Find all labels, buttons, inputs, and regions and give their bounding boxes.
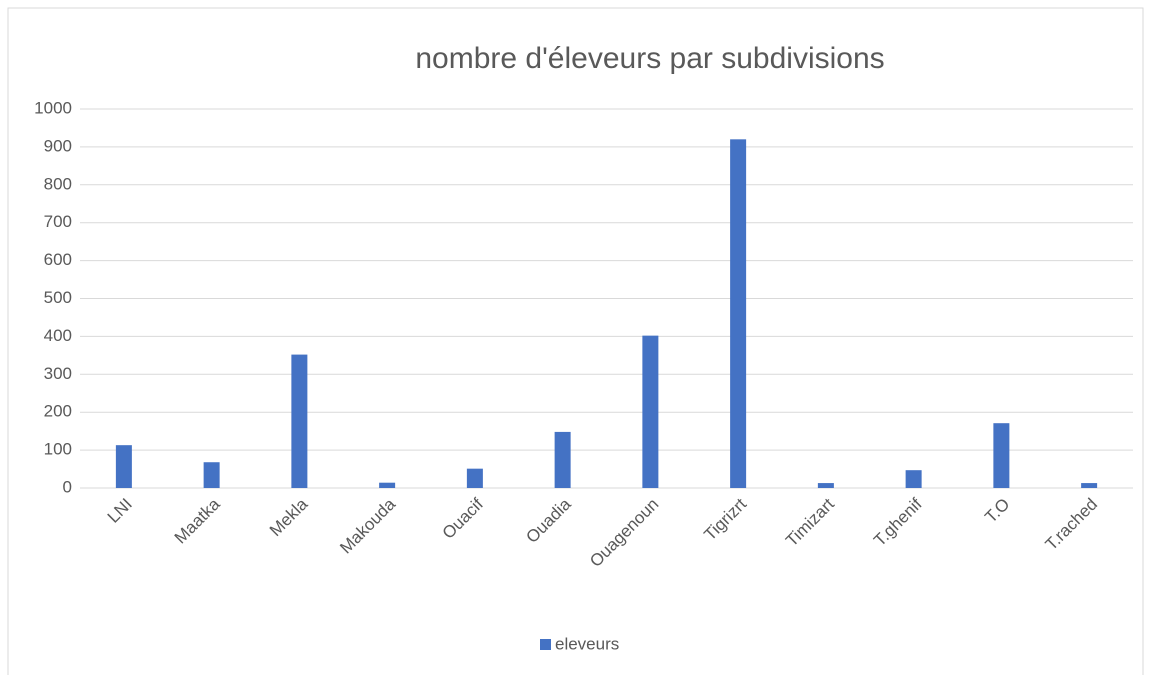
x-tick-label: Makouda (336, 494, 399, 557)
bar (554, 431, 571, 488)
y-tick-label: 600 (44, 250, 72, 269)
y-tick-label: 1000 (34, 98, 72, 117)
y-tick-label: 200 (44, 402, 72, 421)
bar (466, 468, 483, 488)
y-tick-label: 800 (44, 174, 72, 193)
y-tick-label: 400 (44, 326, 72, 345)
bar (203, 462, 220, 488)
x-tick-label: Ouacif (439, 494, 487, 542)
bar (291, 354, 308, 488)
y-tick-label: 0 (63, 477, 72, 496)
x-tick-label: Mekla (266, 494, 312, 540)
legend-label: eleveurs (555, 634, 619, 653)
x-tick-label: Tigrizrt (700, 494, 750, 544)
bar (379, 482, 396, 488)
bar (642, 335, 659, 488)
y-tick-label: 700 (44, 212, 72, 231)
bar (1081, 483, 1098, 488)
y-tick-label: 100 (44, 440, 72, 459)
bar (905, 470, 922, 488)
chart-border (7, 7, 1144, 675)
x-tick-label: Timizart (782, 494, 838, 550)
x-tick-label: T.O (981, 495, 1013, 527)
x-tick-label: LNI (104, 495, 136, 527)
x-tick-label: Ouagenoun (586, 495, 662, 571)
bar (817, 483, 834, 488)
x-tick-label: Maatka (171, 494, 224, 547)
legend-swatch (540, 639, 551, 650)
y-tick-label: 900 (44, 136, 72, 155)
bar (730, 139, 747, 488)
x-tick-label: Ouadia (522, 494, 575, 547)
x-tick-label: T.ghenif (870, 494, 926, 550)
y-tick-label: 300 (44, 364, 72, 383)
bar (993, 423, 1010, 488)
chart-title: nombre d'éleveurs par subdivisions (415, 42, 884, 75)
bar (115, 445, 132, 488)
x-tick-label: T.rached (1042, 495, 1102, 555)
y-tick-label: 500 (44, 288, 72, 307)
